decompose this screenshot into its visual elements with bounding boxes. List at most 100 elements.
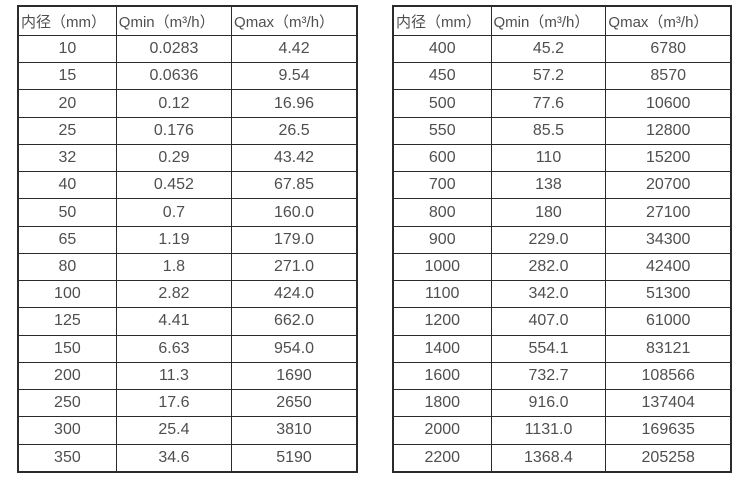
cell-qmin: 0.452: [115, 171, 233, 200]
cell-diameter: 150: [17, 334, 117, 363]
cell-qmax: 954.0: [231, 334, 358, 363]
flow-range-table-small-diameters: 内径（mm） Qmin（m³/h） Qmax（m³/h） 10 0.0283 4.4…: [17, 5, 358, 473]
table-row: 80 1.8 271.0: [17, 252, 358, 282]
cell-diameter: 2000: [392, 416, 492, 445]
cell-diameter: 100: [17, 280, 117, 309]
table-row: 10 0.0283 4.42: [17, 34, 358, 64]
table-row: 1200 407.0 61000: [392, 307, 732, 336]
cell-qmin: 1.19: [115, 225, 233, 254]
cell-qmin: 407.0: [490, 307, 607, 336]
cell-qmax: 205258: [605, 443, 732, 473]
flow-range-table-large-diameters: 内径（mm） Qmin（m³/h） Qmax（m³/h） 400 45.2 6780…: [392, 5, 732, 473]
table-row: 1800 916.0 137404: [392, 389, 732, 418]
cell-diameter: 800: [392, 198, 492, 227]
header-row: 内径（mm） Qmin（m³/h） Qmax（m³/h）: [392, 5, 732, 36]
cell-qmin: 6.63: [115, 334, 233, 363]
header-cell-qmax: Qmax（m³/h）: [605, 5, 732, 36]
cell-qmin: 732.7: [490, 361, 607, 391]
cell-diameter: 200: [17, 361, 117, 391]
cell-qmin: 34.6: [115, 443, 233, 473]
cell-qmin: 25.4: [115, 416, 233, 445]
cell-qmax: 10600: [605, 89, 732, 118]
cell-qmax: 2650: [231, 389, 358, 418]
cell-qmin: 11.3: [115, 361, 233, 391]
cell-qmin: 2.82: [115, 280, 233, 309]
cell-qmax: 8570: [605, 62, 732, 91]
cell-qmin: 916.0: [490, 389, 607, 418]
cell-qmin: 1368.4: [490, 443, 607, 473]
cell-qmin: 45.2: [490, 34, 607, 64]
table-row: 15 0.0636 9.54: [17, 62, 358, 91]
cell-qmin: 1.8: [115, 252, 233, 282]
table-body: 400 45.2 6780 450 57.2 8570 500 77.6 10600 550 85.…: [392, 34, 732, 473]
cell-qmax: 160.0: [231, 198, 358, 227]
cell-diameter: 600: [392, 143, 492, 173]
cell-diameter: 500: [392, 89, 492, 118]
cell-diameter: 400: [392, 34, 492, 64]
cell-diameter: 300: [17, 416, 117, 445]
table-row: 25 0.176 26.5: [17, 116, 358, 145]
cell-qmin: 0.176: [115, 116, 233, 145]
cell-diameter: 450: [392, 62, 492, 91]
cell-diameter: 1000: [392, 252, 492, 282]
header-cell-diameter: 内径（mm）: [392, 5, 492, 36]
cell-qmin: 0.12: [115, 89, 233, 118]
cell-qmax: 12800: [605, 116, 732, 145]
cell-qmin: 554.1: [490, 334, 607, 363]
cell-qmax: 6780: [605, 34, 732, 64]
cell-qmax: 20700: [605, 171, 732, 200]
cell-diameter: 1200: [392, 307, 492, 336]
cell-diameter: 1400: [392, 334, 492, 363]
cell-qmin: 342.0: [490, 280, 607, 309]
cell-qmax: 67.85: [231, 171, 358, 200]
cell-diameter: 1600: [392, 361, 492, 391]
cell-diameter: 900: [392, 225, 492, 254]
table-row: 500 77.6 10600: [392, 89, 732, 118]
cell-qmin: 0.7: [115, 198, 233, 227]
cell-qmax: 15200: [605, 143, 732, 173]
table-row: 150 6.63 954.0: [17, 334, 358, 363]
cell-qmax: 27100: [605, 198, 732, 227]
cell-qmax: 51300: [605, 280, 732, 309]
header-cell-qmax: Qmax（m³/h）: [231, 5, 358, 36]
cell-qmax: 5190: [231, 443, 358, 473]
table-row: 20 0.12 16.96: [17, 89, 358, 118]
table-row: 450 57.2 8570: [392, 62, 732, 91]
cell-qmin: 0.0283: [115, 34, 233, 64]
cell-qmax: 424.0: [231, 280, 358, 309]
cell-diameter: 50: [17, 198, 117, 227]
table-row: 250 17.6 2650: [17, 389, 358, 418]
cell-qmin: 110: [490, 143, 607, 173]
cell-qmax: 169635: [605, 416, 732, 445]
cell-diameter: 80: [17, 252, 117, 282]
header-cell-qmin: Qmin（m³/h）: [115, 5, 233, 36]
cell-diameter: 125: [17, 307, 117, 336]
cell-qmax: 83121: [605, 334, 732, 363]
cell-qmax: 137404: [605, 389, 732, 418]
table-row: 2000 1131.0 169635: [392, 416, 732, 445]
cell-diameter: 350: [17, 443, 117, 473]
cell-qmin: 282.0: [490, 252, 607, 282]
cell-qmax: 662.0: [231, 307, 358, 336]
table-row: 1400 554.1 83121: [392, 334, 732, 363]
cell-qmin: 138: [490, 171, 607, 200]
cell-qmax: 3810: [231, 416, 358, 445]
cell-qmin: 1131.0: [490, 416, 607, 445]
cell-qmin: 17.6: [115, 389, 233, 418]
cell-qmax: 271.0: [231, 252, 358, 282]
table-row: 2200 1368.4 205258: [392, 443, 732, 473]
table-row: 65 1.19 179.0: [17, 225, 358, 254]
cell-diameter: 250: [17, 389, 117, 418]
cell-diameter: 40: [17, 171, 117, 200]
table-row: 125 4.41 662.0: [17, 307, 358, 336]
cell-diameter: 25: [17, 116, 117, 145]
cell-diameter: 15: [17, 62, 117, 91]
cell-qmin: 77.6: [490, 89, 607, 118]
cell-qmin: 180: [490, 198, 607, 227]
table-row: 300 25.4 3810: [17, 416, 358, 445]
cell-diameter: 10: [17, 34, 117, 64]
cell-diameter: 550: [392, 116, 492, 145]
table-row: 1000 282.0 42400: [392, 252, 732, 282]
cell-diameter: 32: [17, 143, 117, 173]
cell-qmax: 108566: [605, 361, 732, 391]
